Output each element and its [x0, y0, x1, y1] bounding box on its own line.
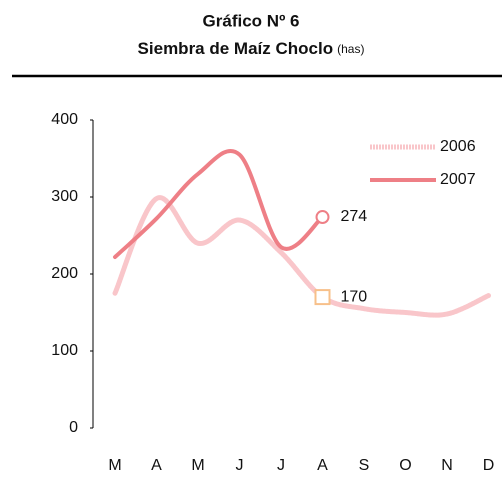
- chart-subtitle: Siembra de Maíz Choclo: [138, 39, 334, 58]
- x-tick-label: O: [399, 457, 411, 474]
- y-tick-label: 0: [69, 419, 78, 436]
- chart-unit: (has): [337, 42, 364, 56]
- x-tick-label: M: [108, 457, 121, 474]
- data-point: [314, 289, 331, 306]
- chart-subtitle-line: Siembra de Maíz Choclo (has): [138, 39, 365, 58]
- x-tick-label: J: [277, 457, 285, 474]
- x-tick-label: A: [151, 457, 162, 474]
- legend-label: 2006: [440, 138, 476, 155]
- series-line: [112, 195, 491, 318]
- data-label: 274: [341, 208, 368, 225]
- x-tick-label: A: [317, 457, 328, 474]
- x-tick-label: J: [236, 457, 244, 474]
- data-label: 170: [341, 288, 368, 305]
- x-tick-label: S: [359, 457, 370, 474]
- data-point: [315, 210, 330, 225]
- x-tick-label: D: [483, 457, 495, 474]
- y-tick-label: 300: [51, 188, 78, 205]
- legend-label: 2007: [440, 171, 476, 188]
- y-tick-label: 200: [51, 265, 78, 282]
- y-tick-label: 400: [51, 111, 78, 128]
- series-line: [113, 149, 325, 260]
- y-tick-label: 100: [51, 342, 78, 359]
- x-tick-label: N: [441, 457, 453, 474]
- chart-title: Gráfico Nº 6: [203, 11, 300, 30]
- x-tick-label: M: [191, 457, 204, 474]
